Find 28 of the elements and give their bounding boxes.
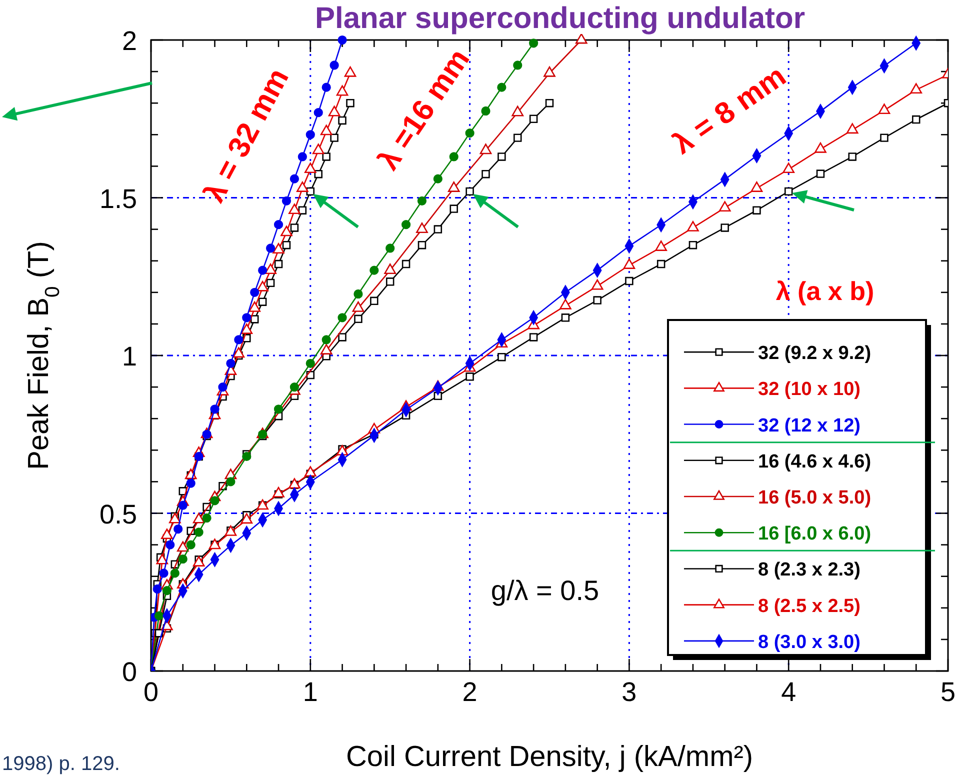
- x-tick-label: 0: [143, 677, 159, 707]
- x-tick-label: 2: [462, 677, 478, 707]
- x-tick-label: 3: [622, 677, 637, 707]
- legend-label: 16 (4.6 x 4.6): [758, 451, 872, 472]
- legend-label: 32 (12 x 12): [758, 415, 860, 436]
- legend-label: 32 (10 x 10): [758, 379, 860, 400]
- legend-label: 16 (5.0 x 5.0): [758, 488, 872, 508]
- legend-label: 16 [6.0 x 6.0): [758, 524, 872, 545]
- x-axis-title: Coil Current Density, j (kA/mm²): [346, 741, 754, 773]
- y-tick-label: 0: [122, 657, 137, 687]
- annotation: λ = 8 mm: [667, 60, 792, 161]
- legend-label: 8 (2.3 x 2.3): [758, 560, 860, 581]
- annotation: λ = 32 mm: [198, 63, 296, 208]
- legend-label: 8 (3.0 x 3.0): [758, 632, 860, 653]
- x-tick-label: 5: [940, 677, 956, 707]
- y-tick-label: 1.5: [99, 184, 137, 214]
- x-tick-label: 4: [781, 677, 796, 707]
- legend-label: 32 (9.2 x 9.2): [758, 343, 872, 364]
- legend-title: λ (a x b): [776, 276, 874, 306]
- x-tick-label: 1: [302, 677, 318, 707]
- annotation: g/λ = 0.5: [490, 575, 600, 606]
- chart-title: Planar superconducting undulator: [314, 2, 806, 35]
- y-tick-label: 2: [122, 26, 137, 56]
- y-tick-label: 0.5: [99, 499, 137, 530]
- legend-label: 8 (2.5 x 2.5): [758, 596, 860, 617]
- y-tick-label: 1: [122, 342, 137, 372]
- annotation: λ =16 mm: [372, 43, 476, 176]
- text: 1998) p. 129.: [2, 753, 120, 775]
